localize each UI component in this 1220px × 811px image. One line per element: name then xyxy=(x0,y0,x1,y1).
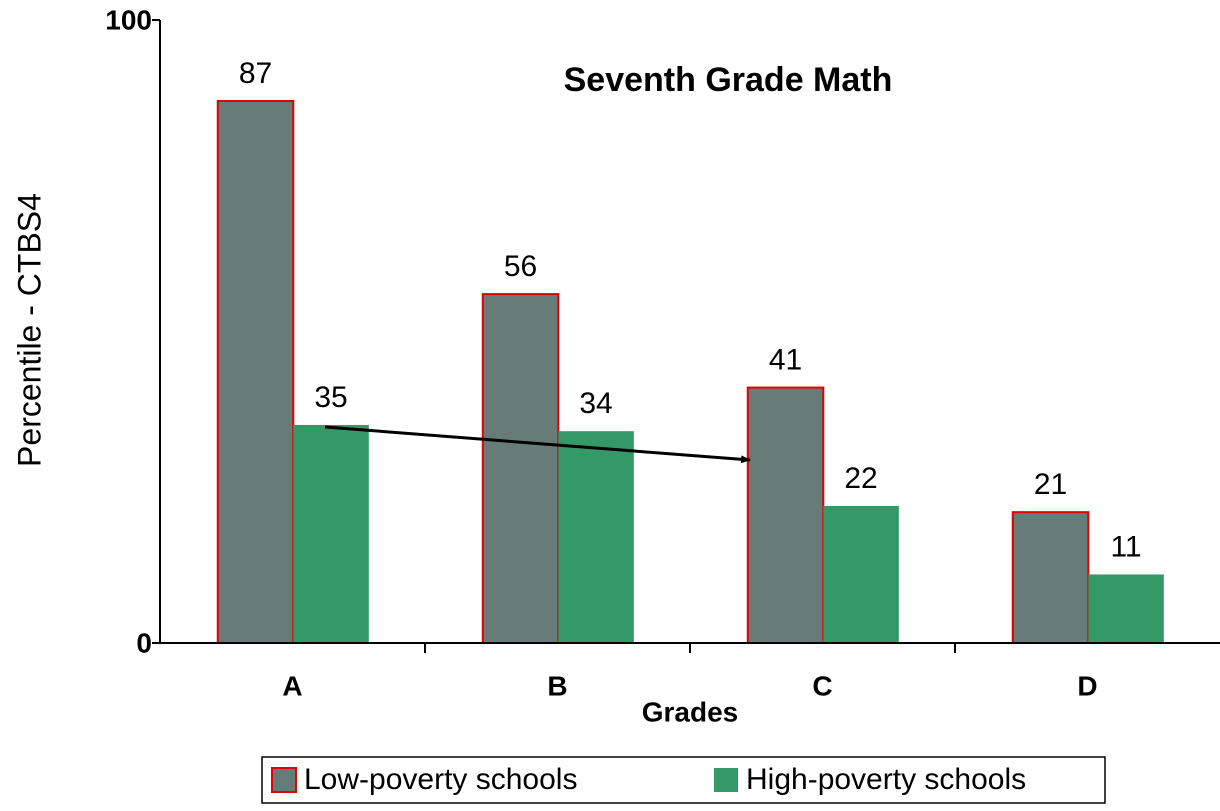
value-label: 22 xyxy=(844,462,877,495)
x-tick-label: D xyxy=(1077,670,1097,701)
annotation-arrow xyxy=(324,425,751,464)
legend-items: Low-poverty schools High-poverty schools xyxy=(271,763,1026,796)
bar xyxy=(216,99,295,645)
plot-area: 87 35 56 34 41 22 21 11 xyxy=(216,57,1164,645)
y-axis-label: Percentile - CTBS4 xyxy=(11,193,47,467)
y-tick-label: 100 xyxy=(105,4,152,35)
value-label: 34 xyxy=(579,387,612,420)
value-label: 35 xyxy=(314,381,347,414)
x-axis-label: Grades xyxy=(642,696,739,727)
bar xyxy=(481,293,560,644)
y-tick-label: 0 xyxy=(136,627,152,658)
legend-label: Low-poverty schools xyxy=(304,763,577,796)
legend-label: High-poverty schools xyxy=(746,763,1026,796)
bar xyxy=(558,431,634,643)
legend-swatch xyxy=(714,768,738,792)
legend-swatch xyxy=(271,767,297,793)
bar xyxy=(293,424,369,643)
legend xyxy=(261,756,1106,804)
x-tick-label: C xyxy=(812,670,832,701)
bar xyxy=(823,505,899,643)
value-label: 41 xyxy=(769,343,802,376)
value-label: 21 xyxy=(1034,468,1067,501)
value-label: 87 xyxy=(239,57,272,90)
chart-title: Seventh Grade Math xyxy=(564,61,893,99)
x-tick-label: B xyxy=(547,670,567,701)
bar xyxy=(1088,574,1164,643)
value-label: 11 xyxy=(1110,530,1141,563)
bar xyxy=(1011,511,1090,644)
bar xyxy=(746,386,825,644)
value-label: 56 xyxy=(504,250,537,283)
x-tick-label: A xyxy=(282,670,302,701)
